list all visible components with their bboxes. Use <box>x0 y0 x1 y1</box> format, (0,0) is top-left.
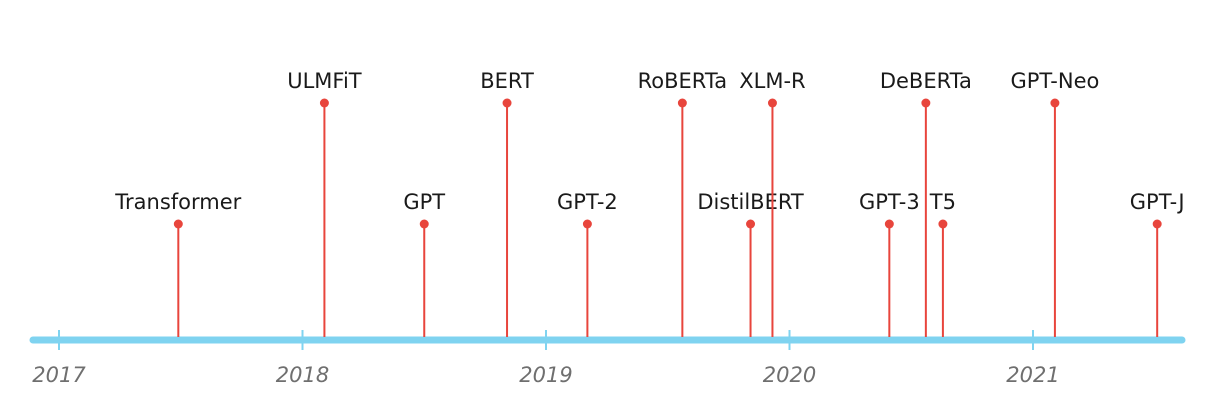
model-label: ULMFiT <box>287 69 362 93</box>
model-dot <box>173 219 183 229</box>
model-dot <box>767 98 777 108</box>
year-label: 2017 <box>32 363 86 387</box>
year-label: 2018 <box>276 363 329 387</box>
model-label: GPT <box>403 190 445 214</box>
model-dot <box>921 98 931 108</box>
model-label: GPT-2 <box>557 190 618 214</box>
model-label: XLM-R <box>739 69 805 93</box>
model-event: GPT-2 <box>557 190 618 337</box>
model-dot <box>502 98 512 108</box>
model-event: GPT-Neo <box>1010 69 1099 337</box>
model-label: BERT <box>480 69 534 93</box>
model-event: Transformer <box>114 190 242 337</box>
model-label: DeBERTa <box>880 69 972 93</box>
model-event: BERT <box>480 69 534 337</box>
model-event: XLM-R <box>739 69 806 337</box>
model-label: Transformer <box>114 190 241 214</box>
model-dot <box>677 98 687 108</box>
model-label: GPT-3 <box>859 190 920 214</box>
year-label: 2019 <box>519 363 572 387</box>
model-event: DeBERTa <box>880 69 972 337</box>
model-dot <box>1050 98 1060 108</box>
model-event: DistilBERT <box>697 190 804 337</box>
year-label: 2020 <box>763 363 816 387</box>
model-dot <box>938 219 948 229</box>
model-dot <box>419 219 429 229</box>
timeline-axis-group: 2017 2018 2019 2020 2021 <box>29 330 1186 387</box>
model-event: ULMFiT <box>287 69 362 337</box>
model-dot <box>319 98 329 108</box>
model-dot <box>1152 219 1162 229</box>
model-label: T5 <box>929 190 956 214</box>
model-event: GPT-J <box>1130 190 1185 337</box>
model-dot <box>884 219 894 229</box>
model-dot <box>746 219 756 229</box>
model-event: GPT <box>403 190 445 337</box>
model-label: DistilBERT <box>697 190 804 214</box>
model-event: RoBERTa <box>638 69 727 337</box>
model-label: GPT-J <box>1130 190 1185 214</box>
model-label: RoBERTa <box>638 69 727 93</box>
model-dot <box>582 219 592 229</box>
model-event: T5 <box>929 190 956 337</box>
model-label: GPT-Neo <box>1010 69 1099 93</box>
model-event: GPT-3 <box>859 190 920 337</box>
year-label: 2021 <box>1006 363 1059 387</box>
timeline-events-group: Transformer ULMFiT GPT BERT GPT-2 RoBERTa Dist… <box>114 69 1185 337</box>
